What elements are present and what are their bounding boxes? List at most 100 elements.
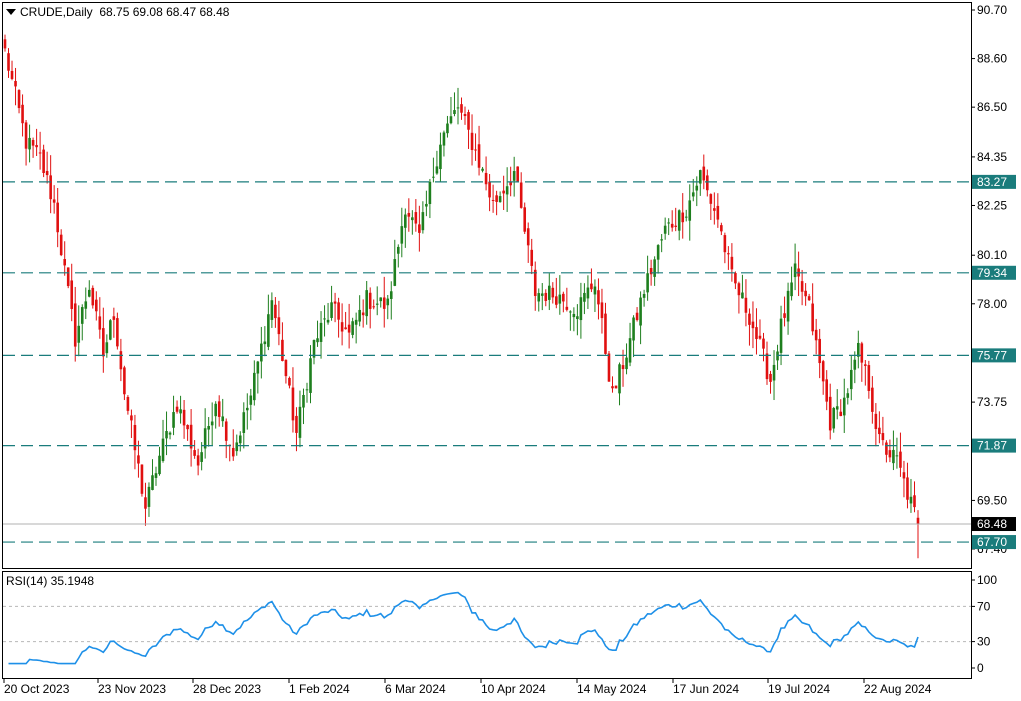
candle-body (614, 385, 618, 389)
candle-body (906, 477, 909, 500)
candle-body (116, 318, 119, 347)
candle-body (635, 312, 639, 321)
candle-body (24, 122, 28, 149)
candle-body (214, 403, 217, 417)
price-tick-label: 69.50 (977, 493, 1007, 507)
candle-body (600, 302, 604, 319)
candle-body (172, 412, 175, 428)
candle-body (404, 214, 407, 228)
candle-body (698, 170, 702, 184)
candle-body (881, 433, 885, 441)
candle-body (63, 259, 66, 266)
date-tick-label: 6 Mar 2024 (385, 682, 446, 696)
rsi-tick-label: 100 (977, 573, 997, 587)
candle-body (414, 212, 418, 224)
candle-body (10, 70, 14, 79)
candle-body (727, 253, 730, 255)
candle-body (618, 364, 621, 394)
date-tick-label: 19 Jul 2024 (768, 682, 830, 696)
price-tick-label: 78.00 (977, 297, 1007, 311)
candle-body (625, 357, 628, 370)
candle-body (330, 302, 333, 318)
date-tick-label: 1 Feb 2024 (289, 682, 350, 696)
candle-body (210, 421, 214, 426)
candle-body (446, 123, 449, 134)
candle-body (365, 290, 368, 317)
price-tick-label: 82.25 (977, 198, 1007, 212)
candle-body (632, 317, 635, 341)
candle-body (305, 389, 309, 391)
candle-body (196, 455, 200, 466)
candle-body (828, 396, 832, 431)
candle-body (481, 168, 484, 171)
level-label: 67.70 (977, 535, 1007, 549)
date-tick-label: 20 Oct 2023 (4, 682, 70, 696)
candle-body (804, 290, 807, 297)
candle-body (224, 421, 228, 441)
candle-body (474, 149, 477, 151)
level-label-box (972, 438, 1016, 453)
candle-body (235, 442, 239, 452)
candle-body (586, 287, 590, 299)
candle-body (231, 447, 235, 457)
level-label: 83.27 (977, 175, 1007, 189)
candle-body (182, 409, 186, 426)
candle-body (298, 406, 302, 438)
level-label-box (972, 348, 1016, 363)
candle-body (137, 455, 140, 464)
candle-body (207, 425, 210, 430)
price-tick-label: 84.35 (977, 150, 1007, 164)
level-label: 71.87 (977, 439, 1007, 453)
candle-body (572, 313, 576, 318)
candle-body (123, 367, 126, 395)
candle-body (491, 199, 495, 201)
price-tick-label: 90.70 (977, 3, 1007, 17)
candle-body (140, 464, 144, 494)
candle-body (193, 450, 196, 456)
candle-body (790, 282, 793, 297)
candle-body (902, 472, 906, 479)
candle-body (28, 137, 31, 150)
candle-body (832, 408, 836, 429)
candle-body (779, 318, 783, 353)
candle-body (277, 317, 281, 335)
candle-body (835, 406, 839, 410)
candle-body (31, 140, 35, 146)
candle-body (825, 379, 828, 402)
candle-body (95, 299, 98, 312)
candle-body (691, 192, 695, 197)
candle-body (660, 239, 663, 241)
date-tick-label: 10 Apr 2024 (481, 682, 546, 696)
candle-body (80, 307, 84, 324)
candle-body (611, 386, 614, 389)
candle-body (681, 212, 685, 223)
candle-body (460, 104, 463, 113)
candle-body (842, 397, 846, 416)
candle-body (765, 353, 769, 380)
candle-body (161, 438, 165, 461)
collapse-triangle-icon[interactable] (6, 9, 16, 15)
candle-body (495, 195, 498, 202)
candle-body (857, 342, 860, 357)
candle-body (597, 290, 600, 305)
candle-body (38, 152, 42, 154)
candle-body (396, 246, 400, 254)
candle-body (456, 107, 460, 109)
candle-body (709, 194, 713, 204)
candle-body (716, 205, 720, 220)
level-label: 79.34 (977, 266, 1007, 280)
candle-body (245, 407, 249, 411)
candle-body (670, 223, 674, 228)
candle-body (200, 452, 203, 462)
candle-body (853, 359, 857, 370)
candle-body (109, 320, 112, 340)
candle-body (439, 144, 442, 170)
candle-body (477, 144, 481, 168)
candle-body (375, 303, 379, 305)
candle-body (811, 303, 814, 332)
candle-body (260, 343, 263, 362)
candle-body (484, 172, 488, 185)
candle-body (488, 181, 491, 198)
price-tick-label: 86.50 (977, 100, 1007, 114)
candle-body (323, 318, 326, 320)
